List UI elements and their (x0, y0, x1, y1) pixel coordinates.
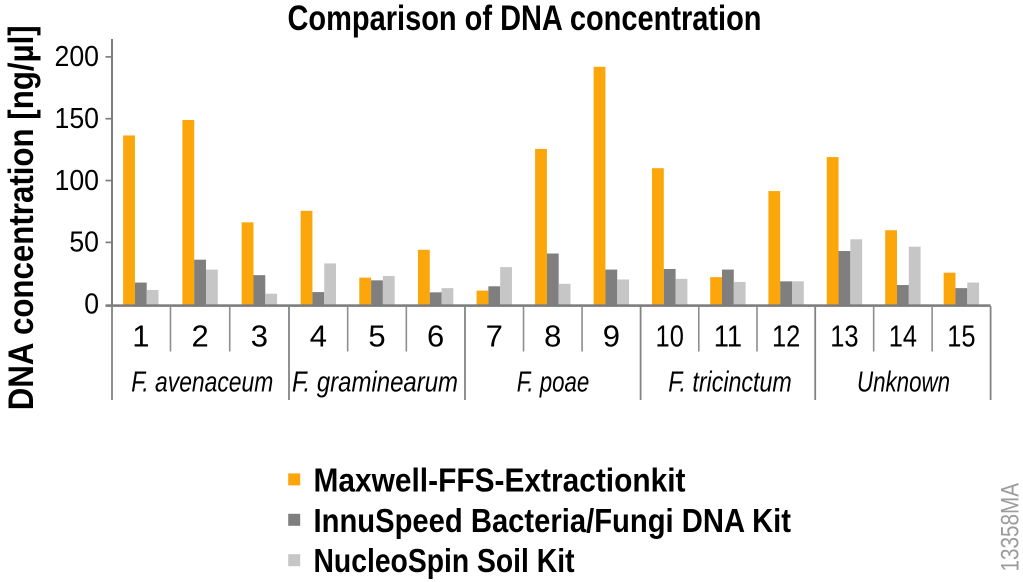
svg-text:NucleoSpin Soil Kit: NucleoSpin Soil Kit (314, 543, 575, 580)
svg-text:100: 100 (55, 165, 100, 197)
svg-text:5: 5 (368, 319, 385, 354)
svg-text:F. graminearum: F. graminearum (292, 366, 458, 398)
svg-text:15: 15 (947, 319, 975, 354)
svg-text:150: 150 (55, 103, 100, 135)
svg-text:11: 11 (714, 319, 742, 354)
svg-text:13358MA: 13358MA (997, 483, 1023, 572)
svg-text:9: 9 (603, 319, 620, 354)
svg-text:200: 200 (55, 41, 100, 73)
svg-text:13: 13 (830, 319, 858, 354)
svg-text:1: 1 (132, 319, 149, 354)
svg-text:InnuSpeed Bacteria/Fungi DNA K: InnuSpeed Bacteria/Fungi DNA Kit (314, 503, 792, 540)
svg-text:0: 0 (84, 288, 99, 320)
svg-text:10: 10 (656, 319, 684, 354)
svg-text:50: 50 (69, 227, 99, 259)
svg-text:Unknown: Unknown (857, 366, 950, 398)
svg-text:4: 4 (310, 319, 327, 354)
svg-text:DNA concentration [ng/µl]: DNA concentration [ng/µl] (2, 25, 41, 410)
svg-text:14: 14 (889, 319, 917, 354)
svg-text:Comparison of DNA concentratio: Comparison of DNA concentration (288, 0, 762, 38)
svg-text:Maxwell-FFS-Extractionkit: Maxwell-FFS-Extractionkit (314, 462, 686, 499)
svg-text:6: 6 (427, 319, 444, 354)
svg-text:12: 12 (772, 319, 800, 354)
svg-text:8: 8 (544, 319, 561, 354)
svg-text:F. poae: F. poae (517, 366, 590, 398)
svg-text:7: 7 (486, 319, 503, 354)
svg-text:F. tricinctum: F. tricinctum (668, 366, 791, 398)
svg-text:2: 2 (191, 319, 208, 354)
svg-text:3: 3 (251, 319, 268, 354)
svg-text:F. avenaceum: F. avenaceum (131, 366, 273, 398)
